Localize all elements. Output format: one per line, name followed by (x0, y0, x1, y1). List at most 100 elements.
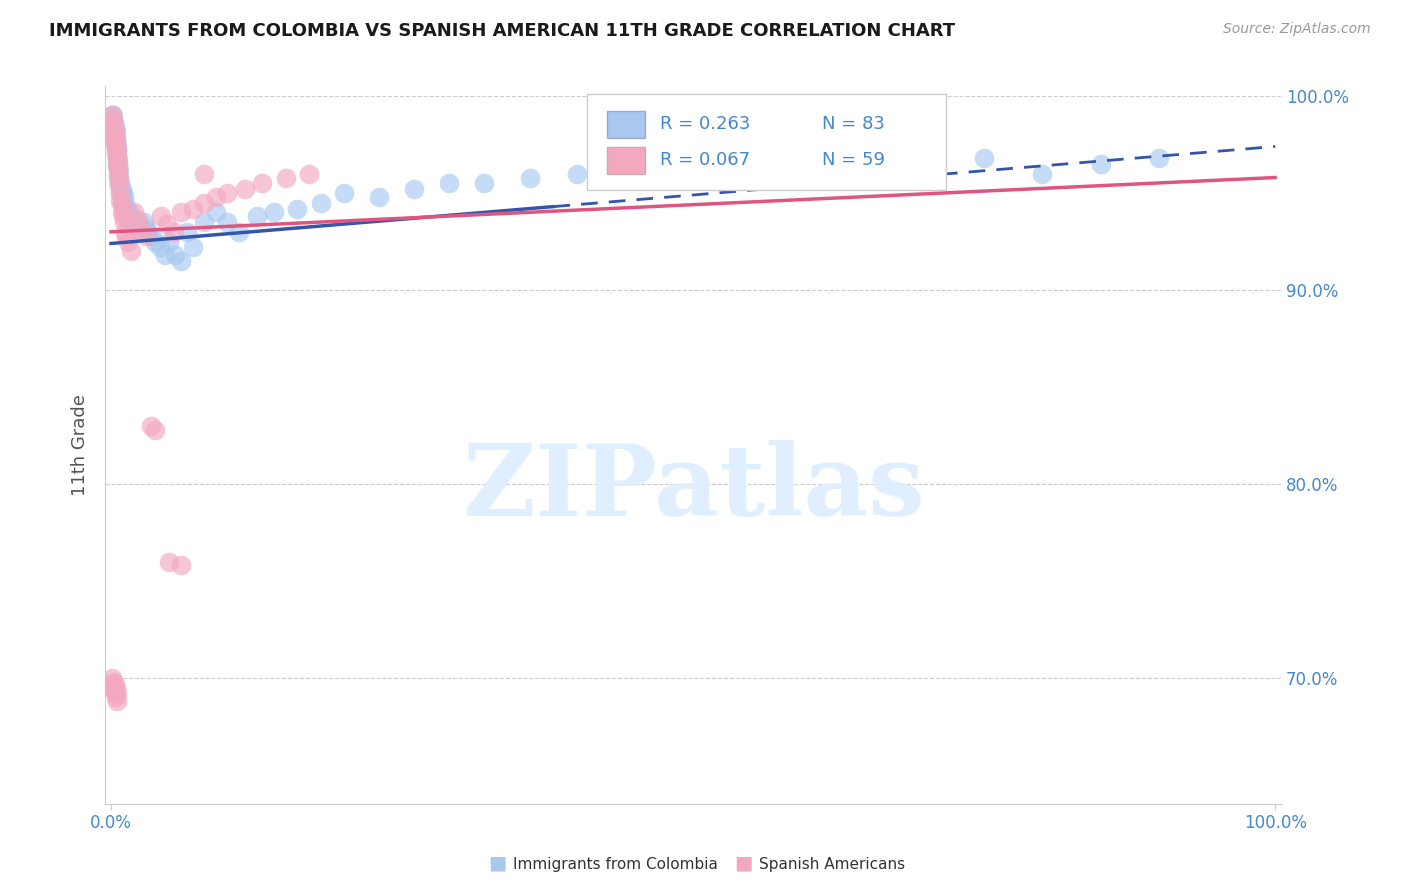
Point (117, 205, 139, 219)
Point (105, 159, 128, 173)
Point (1090, 157, 1112, 171)
Point (115, 202, 138, 216)
Point (104, 132, 127, 146)
Y-axis label: 11th Grade: 11th Grade (72, 394, 89, 496)
Point (103, 132, 125, 146)
Point (104, 681, 127, 695)
Point (565, 167, 588, 181)
Point (157, 555, 180, 569)
Point (245, 209, 267, 223)
Point (217, 215, 239, 229)
Point (114, 197, 136, 211)
Point (181, 202, 204, 216)
Point (104, 139, 127, 153)
FancyBboxPatch shape (588, 94, 946, 190)
Point (104, 132, 127, 146)
Point (108, 162, 131, 177)
Point (150, 209, 173, 223)
Text: N = 83: N = 83 (823, 115, 886, 134)
Point (682, 167, 704, 181)
Point (107, 170, 129, 185)
Point (170, 205, 193, 219)
Point (1031, 167, 1053, 181)
Point (121, 213, 143, 227)
Point (103, 120, 125, 134)
Point (624, 162, 647, 177)
Point (110, 186, 132, 200)
Point (193, 167, 215, 181)
Point (104, 147, 127, 161)
Point (153, 248, 176, 262)
Point (217, 186, 239, 200)
Point (103, 116, 125, 130)
Point (105, 686, 128, 700)
Point (108, 178, 131, 193)
Point (104, 144, 127, 158)
Text: ZIPatlas: ZIPatlas (461, 440, 924, 537)
Point (117, 235, 139, 249)
Point (740, 157, 762, 171)
Point (143, 423, 166, 437)
Point (105, 137, 128, 152)
Point (181, 240, 204, 254)
Point (111, 186, 134, 200)
Point (309, 195, 332, 210)
Point (125, 215, 148, 229)
Point (799, 162, 821, 177)
Point (176, 225, 198, 239)
Text: ■: ■ (488, 854, 506, 872)
Point (107, 162, 129, 177)
Point (472, 177, 495, 191)
Point (114, 205, 136, 219)
Point (228, 225, 250, 239)
Point (135, 228, 157, 243)
Point (110, 190, 132, 204)
Point (101, 108, 124, 122)
Point (263, 205, 285, 219)
Point (101, 679, 124, 693)
Point (103, 674, 125, 689)
Point (973, 151, 995, 165)
Point (110, 205, 132, 219)
Point (165, 248, 187, 262)
Point (112, 190, 135, 204)
Point (139, 418, 162, 433)
Point (127, 213, 149, 227)
Point (111, 209, 134, 223)
Point (107, 151, 129, 165)
Point (101, 112, 124, 127)
Point (103, 677, 125, 691)
Text: N = 59: N = 59 (823, 152, 886, 169)
Point (103, 118, 125, 132)
Point (103, 108, 125, 122)
Point (114, 225, 136, 239)
Point (103, 137, 125, 152)
Point (118, 205, 141, 219)
Point (115, 228, 138, 243)
Point (103, 112, 125, 127)
Text: ■: ■ (734, 854, 752, 872)
Point (108, 178, 131, 193)
Point (112, 215, 135, 229)
Point (252, 177, 274, 191)
Point (105, 151, 128, 165)
Point (129, 225, 152, 239)
Point (110, 195, 132, 210)
Point (149, 240, 172, 254)
Point (105, 157, 128, 171)
Point (108, 170, 131, 185)
Point (367, 190, 389, 204)
Point (285, 202, 308, 216)
Point (124, 215, 146, 229)
Point (156, 217, 179, 231)
Point (103, 684, 125, 698)
Point (101, 671, 124, 685)
Point (117, 209, 139, 223)
Point (233, 182, 256, 196)
Point (110, 186, 132, 200)
Point (104, 137, 127, 152)
Point (157, 235, 180, 249)
Point (274, 170, 297, 185)
Point (1147, 151, 1170, 165)
Point (120, 244, 142, 259)
